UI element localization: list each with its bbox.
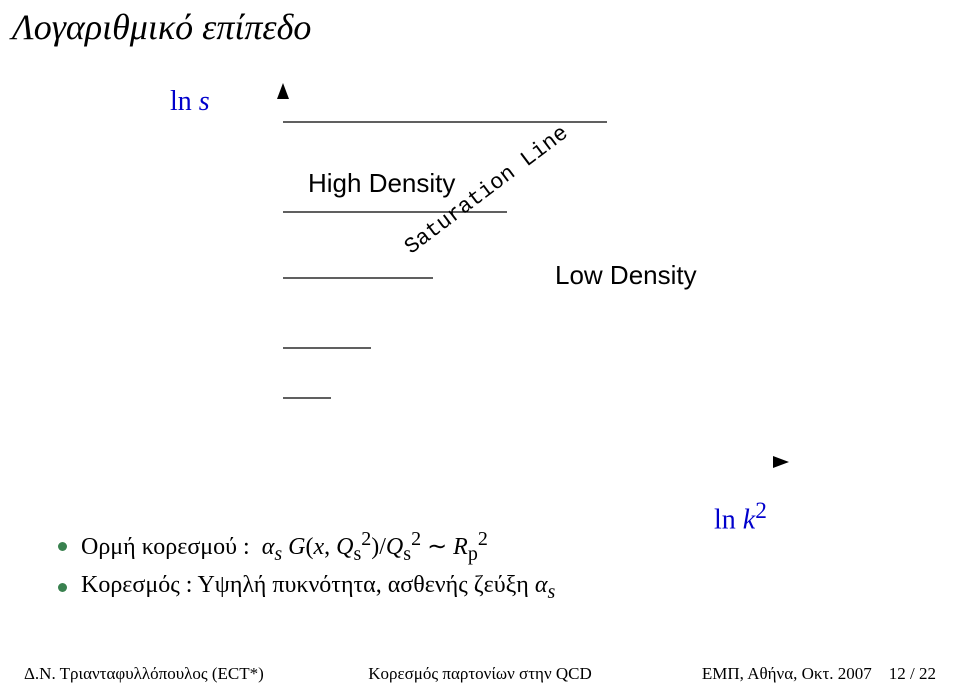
bullet-item: Ορμή κορεσμού : αs G(x, Qs2)/Qs2 ∼ Rp2 — [58, 528, 555, 566]
bullet-text: Ορμή κορεσμού : αs G(x, Qs2)/Qs2 ∼ Rp2 — [81, 528, 488, 566]
diagram-svg — [245, 82, 805, 492]
bullet-item: Κορεσμός : Υψηλή πυκνότητα, ασθενής ζεύξ… — [58, 572, 555, 604]
saturation-line — [283, 72, 769, 438]
slide-title: Λογαριθμικό επίπεδο — [12, 6, 311, 48]
high-density-label: High Density — [308, 168, 455, 199]
slide: Λογαριθμικό επίπεδο ln s ln k2 High Dens… — [0, 0, 960, 690]
footer-page: ΕΜΠ, Αθήνα, Οκτ. 2007 12 / 22 — [702, 664, 936, 684]
bullet-marker-icon — [58, 583, 67, 592]
bullet-text: Κορεσμός : Υψηλή πυκνότητα, ασθενής ζεύξ… — [81, 572, 555, 604]
footer: Δ.Ν. Τριανταφυλλόπουλος (ECT*) Κορεσμός … — [0, 658, 960, 690]
x-axis-label: ln k2 — [714, 498, 767, 536]
bullet-marker-icon — [58, 542, 67, 551]
low-density-label: Low Density — [555, 260, 697, 291]
bullet-list: Ορμή κορεσμού : αs G(x, Qs2)/Qs2 ∼ Rp2 Κο… — [58, 522, 555, 610]
diagram-area — [245, 82, 805, 492]
y-axis-label: ln s — [170, 86, 210, 118]
